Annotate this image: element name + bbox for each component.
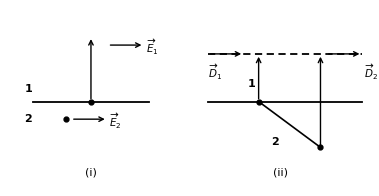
Text: 1: 1	[24, 84, 32, 94]
Text: $\overrightarrow{D}_2$: $\overrightarrow{D}_2$	[364, 63, 378, 82]
Text: $\overrightarrow{E}_2$: $\overrightarrow{E}_2$	[109, 111, 122, 131]
Text: 2: 2	[24, 114, 32, 124]
Text: (ii): (ii)	[273, 167, 288, 177]
Text: $\overrightarrow{E}_1$: $\overrightarrow{E}_1$	[146, 37, 159, 56]
Text: (i): (i)	[85, 167, 97, 177]
Text: 2: 2	[271, 137, 279, 147]
Text: $\overrightarrow{D}_1$: $\overrightarrow{D}_1$	[208, 63, 222, 82]
Text: 1: 1	[248, 79, 255, 89]
